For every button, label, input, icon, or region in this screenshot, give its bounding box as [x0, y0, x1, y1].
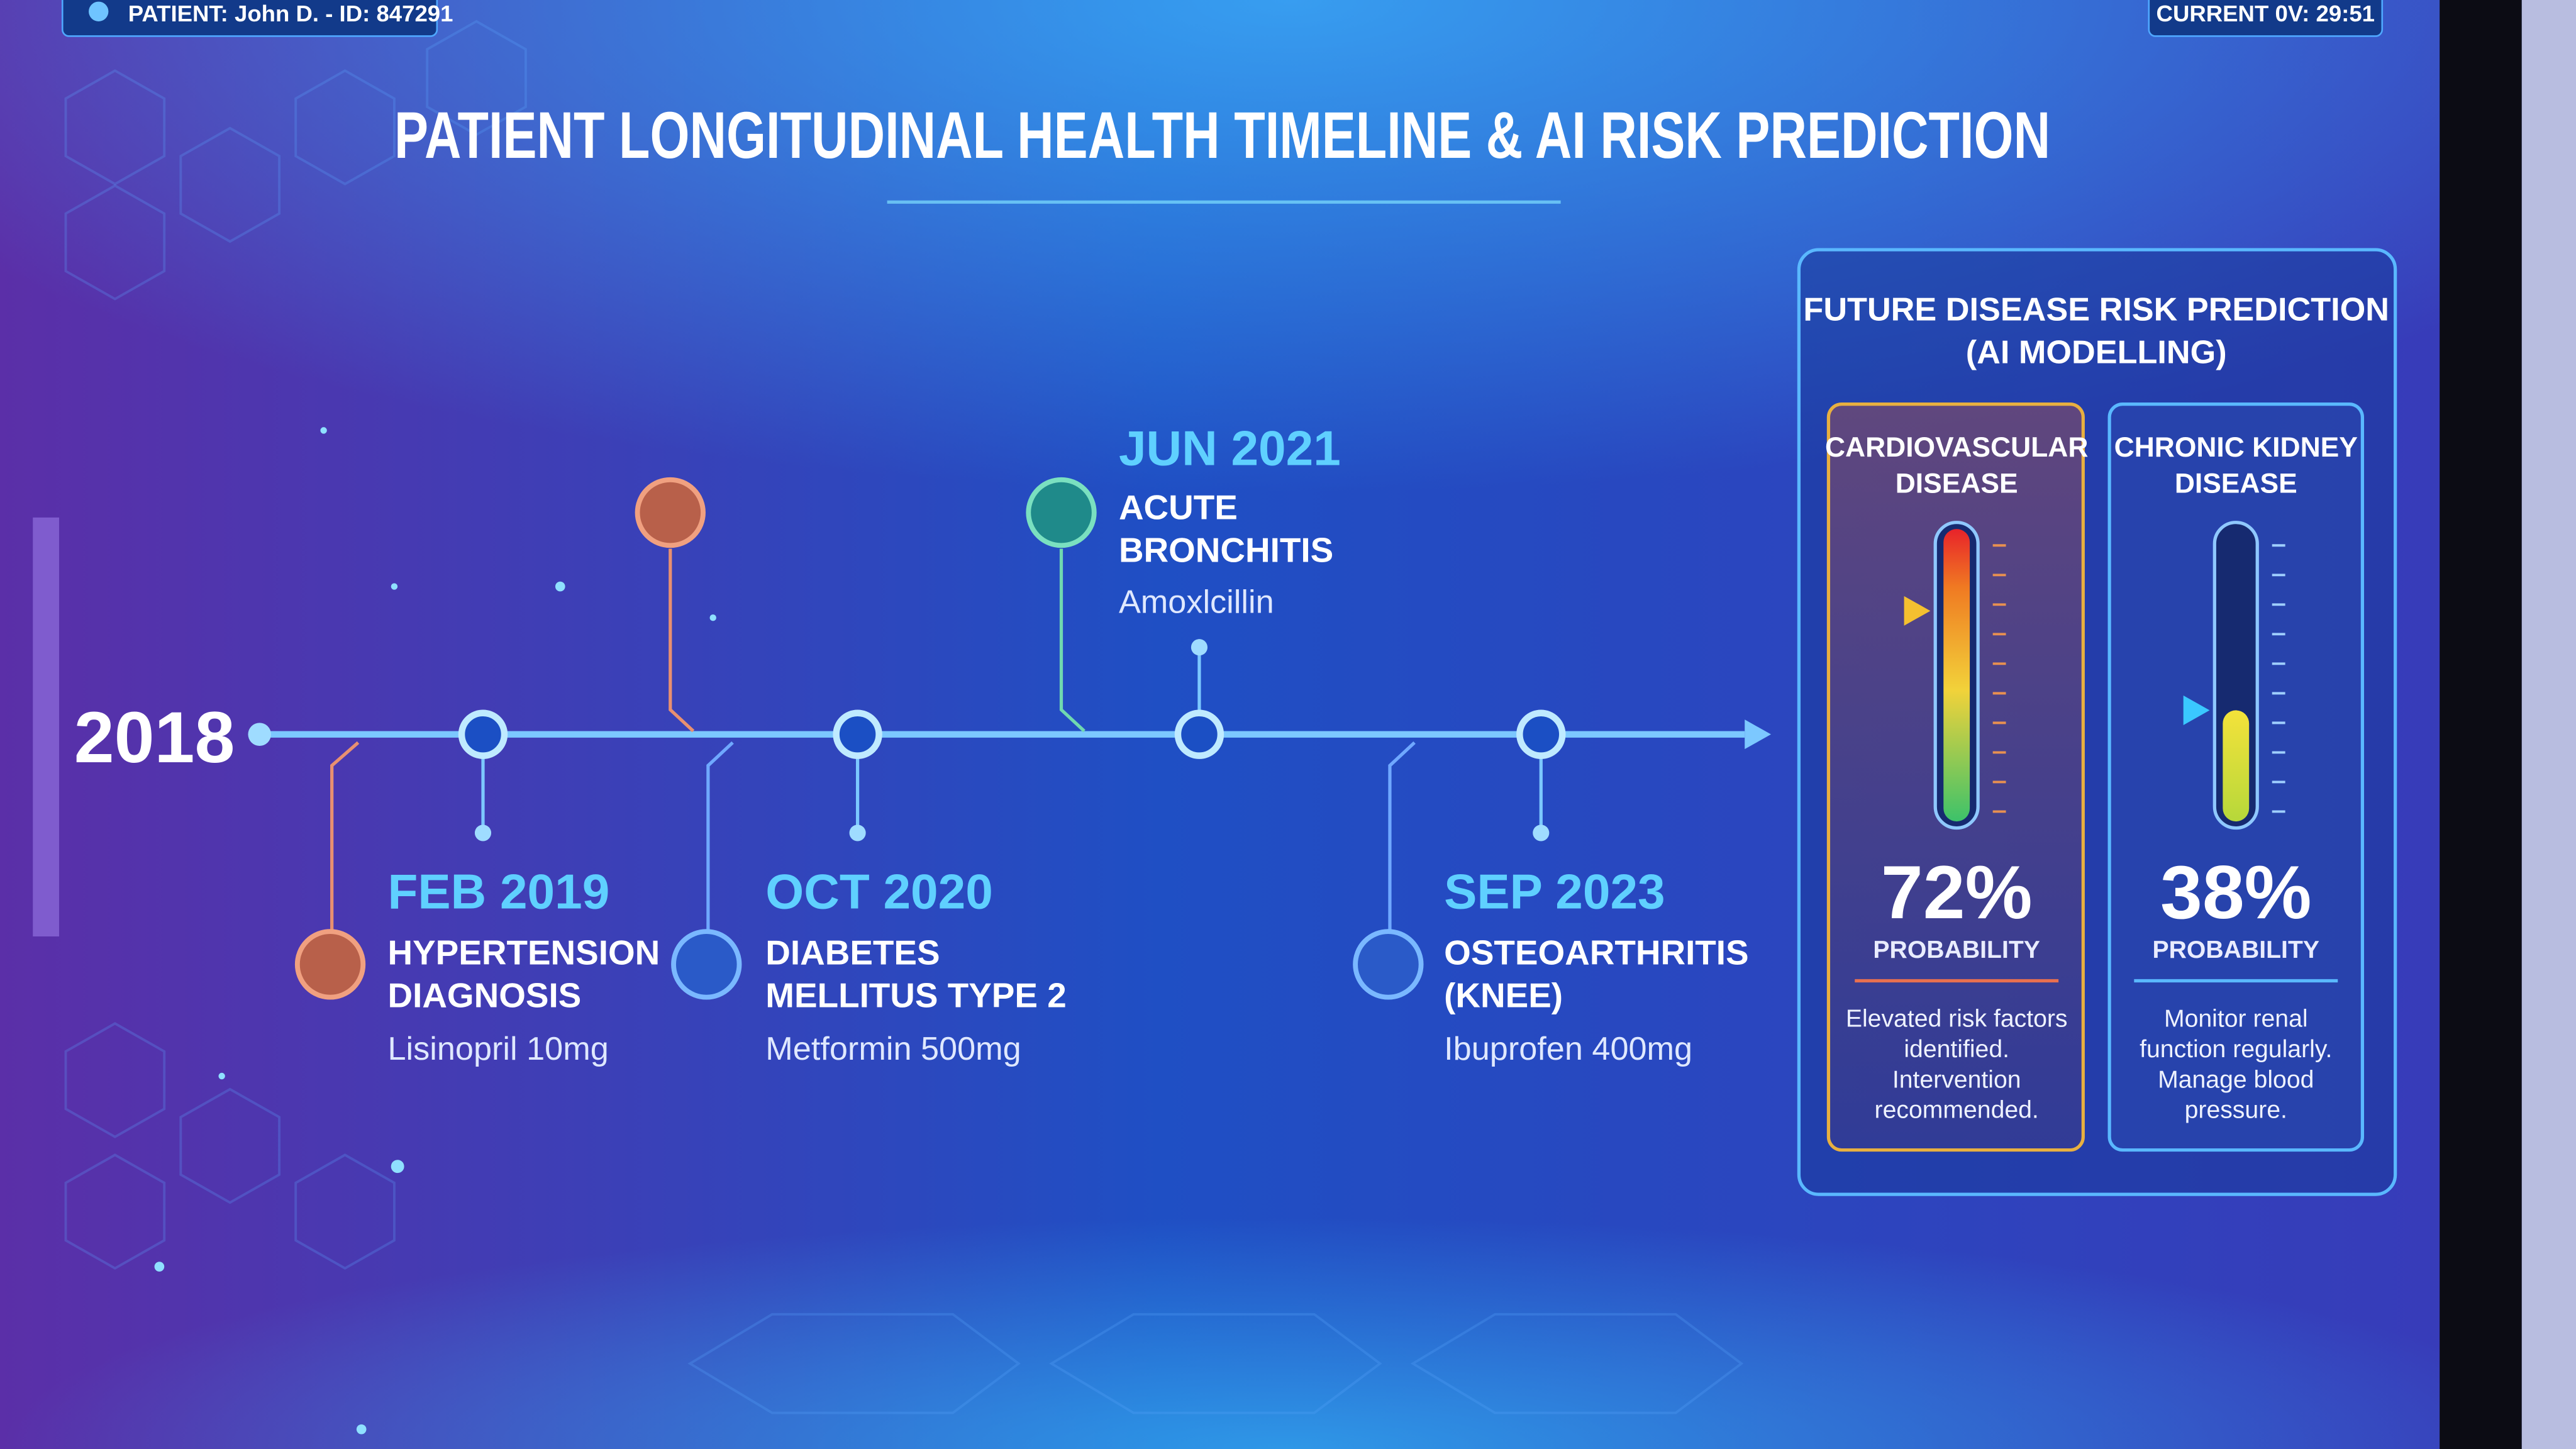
medication: Metformin 500mg: [765, 1031, 1021, 1067]
medication: Amoxlcillin: [1119, 584, 1274, 620]
end-dots: [474, 639, 1550, 841]
card-note: Intervention: [1892, 1066, 2021, 1093]
event-title: DIABETES: [765, 933, 940, 972]
gauge-marker: [2183, 695, 2210, 725]
connectors: [330, 548, 1543, 930]
timeline-start: [248, 723, 272, 746]
event-title: DIAGNOSIS: [387, 975, 581, 1014]
risk-cards: CARDIOVASCULARDISEASE72%PROBABILITYEleva…: [1825, 432, 2358, 1123]
probability-value: 72%: [1881, 850, 2033, 935]
gauge-fill: [2223, 710, 2250, 822]
card-note: function regularly.: [2140, 1036, 2332, 1063]
card-title: CHRONIC KIDNEY: [2114, 432, 2358, 463]
card-note: recommended.: [1875, 1097, 2039, 1124]
medication: Lisinopril 10mg: [387, 1031, 608, 1067]
panel-title: (AI MODELLING): [1966, 334, 2227, 370]
probability-value: 38%: [2160, 850, 2312, 935]
event-title: (KNEE): [1444, 975, 1563, 1014]
card-title: DISEASE: [2175, 469, 2297, 499]
event-date: FEB 2019: [387, 864, 609, 919]
user-icon: [89, 1, 109, 21]
panel-title: FUTURE DISEASE RISK PREDICTION: [1803, 291, 2389, 328]
hex-pattern: [64, 19, 1744, 1414]
page-title: PATIENT LONGITUDINAL HEALTH TIMELINE & A…: [394, 99, 2050, 172]
card-note: Manage blood: [2158, 1066, 2314, 1093]
event-title: MELLITUS TYPE 2: [765, 975, 1066, 1014]
card-title: DISEASE: [1896, 469, 2018, 499]
gauge-fill: [1943, 529, 1970, 822]
card-note: pressure.: [2185, 1097, 2287, 1124]
timeline-nodes: [458, 709, 1566, 759]
event-title: BRONCHITIS: [1119, 530, 1333, 569]
start-year: 2018: [74, 697, 235, 778]
event-title: HYPERTENSION: [387, 933, 660, 972]
probability-label: PROBABILITY: [2153, 936, 2320, 963]
event-title: OSTEOARTHRITIS: [1444, 933, 1748, 972]
clock-badge: [2148, 0, 2384, 37]
event-icons: [294, 477, 1424, 1000]
card-note: Elevated risk factors: [1846, 1006, 2068, 1033]
gauge-marker: [1904, 596, 1931, 626]
medication: Ibuprofen 400mg: [1444, 1031, 1692, 1067]
event-date: SEP 2023: [1444, 864, 1665, 919]
probability-label: PROBABILITY: [1873, 936, 2040, 963]
card-note: Monitor renal: [2164, 1006, 2308, 1033]
event-title: ACUTE: [1119, 487, 1238, 526]
timeline-arrow: [1745, 719, 1771, 750]
event-date: OCT 2020: [765, 864, 993, 919]
event-date: JUN 2021: [1119, 420, 1341, 475]
particles: [154, 427, 716, 1435]
patient-badge: [61, 0, 438, 37]
current-time: CURRENT 0V: 29:51: [2157, 1, 2375, 26]
card-title: CARDIOVASCULAR: [1825, 432, 2088, 463]
screen-bezel: [2440, 0, 2522, 1449]
screen-edge: [2521, 0, 2576, 1449]
card-note: identified.: [1904, 1036, 2009, 1063]
side-tab: [33, 517, 60, 936]
patient-id: PATIENT: John D. - ID: 847291: [128, 1, 453, 26]
